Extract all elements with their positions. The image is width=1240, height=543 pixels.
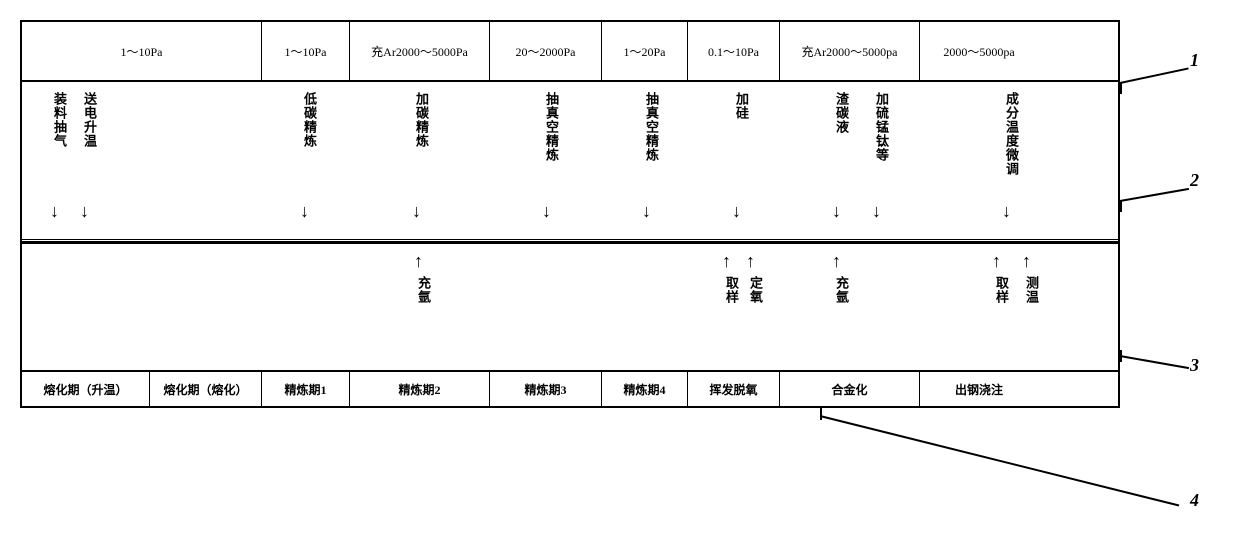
- arrow-down-icon: ↓: [50, 202, 59, 220]
- arrow-up-icon: ↑: [1022, 252, 1031, 270]
- operations-up-row: ↑ 充氩 ↑ 取样 ↑ 定氧 ↑ 充氩 ↑ 取样 ↑ 测温: [22, 242, 1118, 372]
- arrow-up-icon: ↑: [832, 252, 841, 270]
- pointer-3: 3: [1190, 355, 1199, 376]
- pressure-cell: 2000～5000pa: [920, 22, 1038, 80]
- op-up-label: 取样: [722, 276, 741, 304]
- arrow-down-icon: ↓: [300, 202, 309, 220]
- arrow-down-icon: ↓: [872, 202, 881, 220]
- op-down-label: 加硫锰钛等: [872, 92, 891, 162]
- op-down-label: 加碳精炼: [412, 92, 431, 148]
- arrow-up-icon: ↑: [992, 252, 1001, 270]
- phase-cell: 挥发脱氧: [688, 372, 780, 406]
- arrow-down-icon: ↓: [412, 202, 421, 220]
- op-down-label: 低碳精炼: [300, 92, 319, 148]
- arrow-up-icon: ↑: [722, 252, 731, 270]
- op-down-label: 抽真空精炼: [642, 92, 661, 162]
- process-diagram: 1～10Pa1～10Pa充Ar2000～5000Pa20～2000Pa1～20P…: [20, 20, 1120, 408]
- pressure-cell: 0.1～10Pa: [688, 22, 780, 80]
- op-down-label: 成分温度微调: [1002, 92, 1021, 176]
- arrow-down-icon: ↓: [1002, 202, 1011, 220]
- pointer-1: 1: [1190, 50, 1199, 71]
- pressure-cell: 20～2000Pa: [490, 22, 602, 80]
- op-down-label: 渣碳液: [832, 92, 851, 134]
- phase-row: 熔化期（升温）熔化期（熔化）精炼期1精炼期2精炼期3精炼期4挥发脱氧合金化出钢浇…: [22, 372, 1118, 406]
- pressure-cell: 1～10Pa: [22, 22, 262, 80]
- phase-cell: 精炼期2: [350, 372, 490, 406]
- op-up-label: 测温: [1022, 276, 1041, 304]
- op-down-label: 加硅: [732, 92, 751, 120]
- arrow-up-icon: ↑: [414, 252, 423, 270]
- op-up-label: 充氩: [414, 276, 433, 304]
- op-up-label: 定氧: [746, 276, 765, 304]
- pressure-cell: 充Ar2000～5000pa: [780, 22, 920, 80]
- phase-cell: 精炼期4: [602, 372, 688, 406]
- op-down-label: 送电升温: [80, 92, 99, 148]
- pressure-cell: 1～10Pa: [262, 22, 350, 80]
- phase-cell: 精炼期1: [262, 372, 350, 406]
- pressure-cell: 充Ar2000～5000Pa: [350, 22, 490, 80]
- arrow-down-icon: ↓: [80, 202, 89, 220]
- op-up-label: 充氩: [832, 276, 851, 304]
- arrow-up-icon: ↑: [746, 252, 755, 270]
- phase-cell: 熔化期（升温）: [22, 372, 150, 406]
- arrow-down-icon: ↓: [732, 202, 741, 220]
- arrow-down-icon: ↓: [642, 202, 651, 220]
- operations-down-row: 装料抽气 ↓ 送电升温 ↓ 低碳精炼 ↓ 加碳精炼 ↓ 抽真空精炼 ↓ 抽真空精炼 ↓ 加硅 ↓ 渣碳液 ↓ 加…: [22, 82, 1118, 242]
- op-down-label: 装料抽气: [50, 92, 69, 148]
- pressure-row: 1～10Pa1～10Pa充Ar2000～5000Pa20～2000Pa1～20P…: [22, 22, 1118, 82]
- pressure-cell: 1～20Pa: [602, 22, 688, 80]
- arrow-down-icon: ↓: [832, 202, 841, 220]
- phase-cell: 熔化期（熔化）: [150, 372, 262, 406]
- phase-cell: 合金化: [780, 372, 920, 406]
- phase-cell: 精炼期3: [490, 372, 602, 406]
- arrow-down-icon: ↓: [542, 202, 551, 220]
- pointer-2: 2: [1190, 170, 1199, 191]
- pointer-4: 4: [1190, 490, 1199, 511]
- phase-cell: 出钢浇注: [920, 372, 1038, 406]
- op-down-label: 抽真空精炼: [542, 92, 561, 162]
- op-up-label: 取样: [992, 276, 1011, 304]
